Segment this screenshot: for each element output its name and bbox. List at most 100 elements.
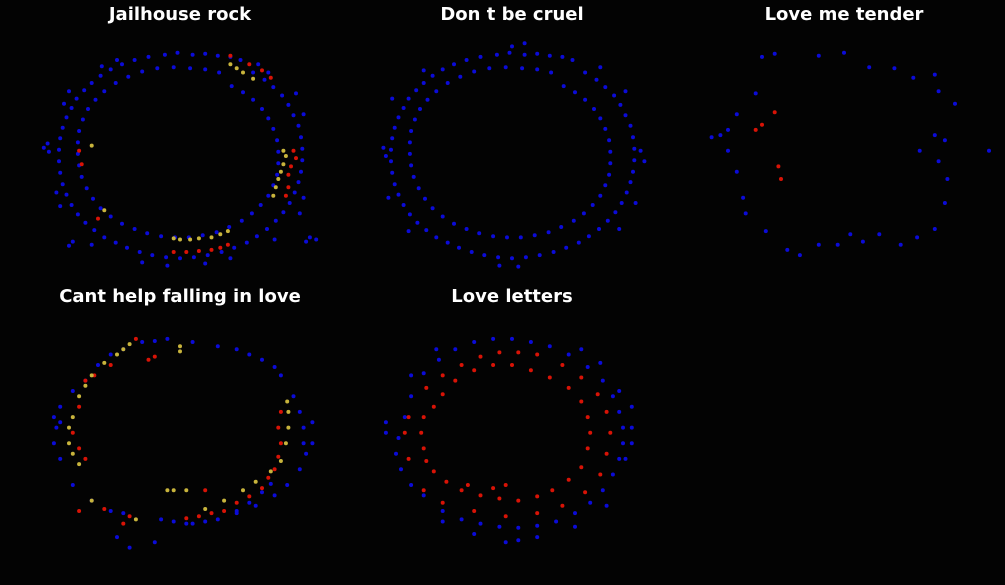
- data-point: [146, 357, 151, 362]
- data-point: [51, 441, 56, 446]
- data-point: [516, 350, 521, 355]
- data-point: [585, 446, 590, 451]
- data-point: [280, 93, 285, 98]
- series-yellow: [67, 342, 291, 522]
- data-point: [184, 488, 189, 493]
- data-point: [184, 250, 189, 254]
- data-point: [452, 221, 456, 226]
- data-point: [214, 230, 219, 235]
- data-point: [535, 511, 540, 516]
- series-blue: [709, 50, 991, 258]
- data-point: [215, 53, 220, 58]
- data-point: [108, 214, 113, 219]
- data-point: [115, 352, 119, 357]
- data-point: [310, 420, 315, 425]
- data-point: [115, 58, 119, 62]
- data-point: [60, 125, 65, 130]
- data-point: [709, 135, 714, 140]
- data-point: [266, 116, 271, 121]
- data-point: [564, 245, 569, 250]
- data-point: [70, 430, 75, 435]
- data-point: [291, 113, 296, 118]
- data-point: [603, 183, 608, 188]
- data-point: [390, 96, 395, 101]
- data-point: [402, 415, 407, 420]
- data-point: [165, 488, 170, 493]
- data-point: [83, 383, 88, 388]
- data-point: [159, 234, 164, 239]
- data-point: [459, 363, 464, 367]
- data-point: [503, 65, 508, 70]
- data-point: [121, 521, 126, 526]
- data-point: [75, 212, 80, 217]
- data-point: [247, 494, 252, 499]
- data-point: [209, 247, 214, 252]
- data-point: [225, 242, 230, 247]
- data-point: [892, 66, 897, 71]
- data-point: [203, 67, 208, 72]
- data-point: [430, 206, 435, 211]
- data-point: [232, 245, 237, 250]
- data-point: [522, 41, 527, 46]
- scatter-plot: [41, 50, 319, 268]
- data-point: [608, 430, 613, 435]
- data-point: [184, 521, 189, 526]
- data-point: [58, 404, 63, 409]
- data-point: [291, 148, 296, 153]
- data-point: [621, 425, 625, 430]
- data-point: [779, 177, 783, 181]
- data-point: [67, 243, 71, 248]
- data-point: [98, 206, 103, 211]
- data-point: [726, 148, 730, 153]
- data-point: [227, 225, 232, 229]
- data-point: [494, 52, 499, 57]
- data-point: [518, 235, 523, 240]
- data-point: [125, 245, 129, 250]
- data-point: [222, 498, 227, 503]
- data-point: [77, 148, 82, 153]
- data-point: [258, 203, 263, 207]
- data-point: [271, 126, 276, 131]
- data-point: [256, 62, 261, 67]
- data-point: [120, 62, 124, 67]
- data-point: [503, 483, 508, 487]
- data-point: [70, 239, 75, 244]
- data-point: [406, 229, 411, 234]
- data-point: [108, 352, 113, 357]
- data-point: [291, 394, 296, 399]
- data-point: [133, 517, 138, 522]
- data-point: [583, 490, 588, 495]
- data-point: [203, 507, 208, 511]
- data-point: [281, 162, 286, 167]
- data-point: [196, 236, 201, 241]
- data-point: [292, 190, 297, 195]
- data-point: [188, 66, 193, 71]
- data-point: [560, 54, 565, 59]
- series-blue: [383, 336, 634, 545]
- data-point: [604, 503, 609, 508]
- data-point: [445, 240, 450, 245]
- data-point: [459, 517, 464, 522]
- data-point: [127, 514, 132, 519]
- data-point: [80, 117, 85, 122]
- series-blue: [51, 336, 315, 550]
- data-point: [82, 88, 87, 93]
- data-point: [301, 195, 306, 200]
- series-yellow: [89, 62, 288, 242]
- data-point: [92, 228, 97, 233]
- data-point: [54, 425, 59, 430]
- data-point: [816, 242, 821, 247]
- data-point: [283, 441, 288, 446]
- data-point: [472, 509, 477, 513]
- data-point: [77, 394, 82, 399]
- data-point: [440, 392, 445, 397]
- data-point: [594, 77, 599, 82]
- data-point: [286, 172, 291, 177]
- data-point: [58, 136, 63, 141]
- data-point: [459, 488, 464, 493]
- data-point: [585, 365, 590, 369]
- data-point: [440, 519, 445, 524]
- data-point: [598, 360, 603, 365]
- data-point: [57, 159, 61, 164]
